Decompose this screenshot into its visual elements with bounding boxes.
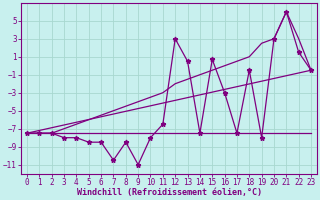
X-axis label: Windchill (Refroidissement éolien,°C): Windchill (Refroidissement éolien,°C) [76, 188, 261, 197]
